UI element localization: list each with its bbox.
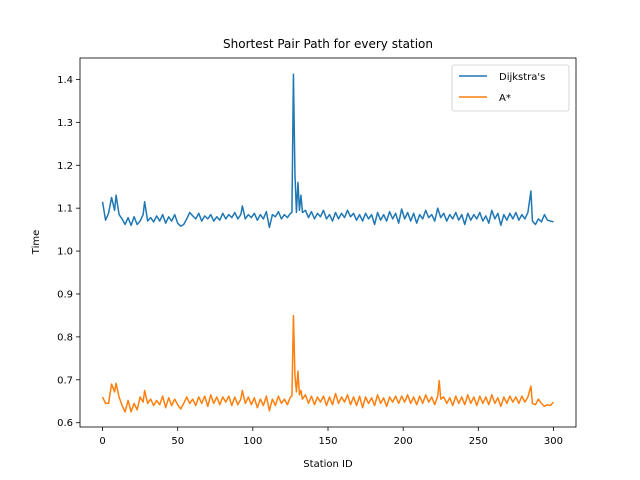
x-axis-label: Station ID — [303, 459, 353, 470]
x-tick-label: 200 — [394, 436, 413, 447]
series-lines — [101, 73, 555, 413]
y-tick-label: 0.8 — [57, 332, 73, 343]
chart-title: Shortest Pair Path for every station — [223, 37, 433, 51]
y-axis-ticks: 0.6 0.7 0.8 0.9 1.0 1.1 1.2 1.3 1.4 — [57, 75, 80, 429]
x-tick-label: 0 — [99, 436, 105, 447]
legend-label-astar: A* — [499, 93, 511, 104]
legend: Dijkstra's A* — [451, 64, 570, 112]
x-tick-label: 250 — [469, 436, 488, 447]
y-axis-label: Time — [31, 230, 42, 255]
y-tick-label: 0.7 — [57, 375, 73, 386]
y-tick-label: 1.1 — [57, 204, 73, 215]
x-tick-label: 50 — [171, 436, 184, 447]
legend-label-dijkstra: Dijkstra's — [499, 72, 545, 83]
series-line-dijkstra — [101, 73, 554, 229]
y-tick-label: 1.2 — [57, 161, 73, 172]
y-tick-label: 0.6 — [57, 418, 73, 429]
y-tick-label: 0.9 — [57, 289, 73, 300]
x-tick-label: 100 — [243, 436, 262, 447]
x-tick-label: 300 — [544, 436, 563, 447]
x-axis-ticks: 0 50 100 150 200 250 300 — [99, 427, 563, 447]
y-tick-label: 1.3 — [57, 118, 73, 129]
series-line-astar — [101, 314, 555, 413]
x-tick-label: 150 — [318, 436, 337, 447]
y-tick-label: 1.4 — [57, 75, 73, 86]
y-tick-label: 1.0 — [57, 247, 73, 258]
plot-frame — [79, 57, 577, 428]
